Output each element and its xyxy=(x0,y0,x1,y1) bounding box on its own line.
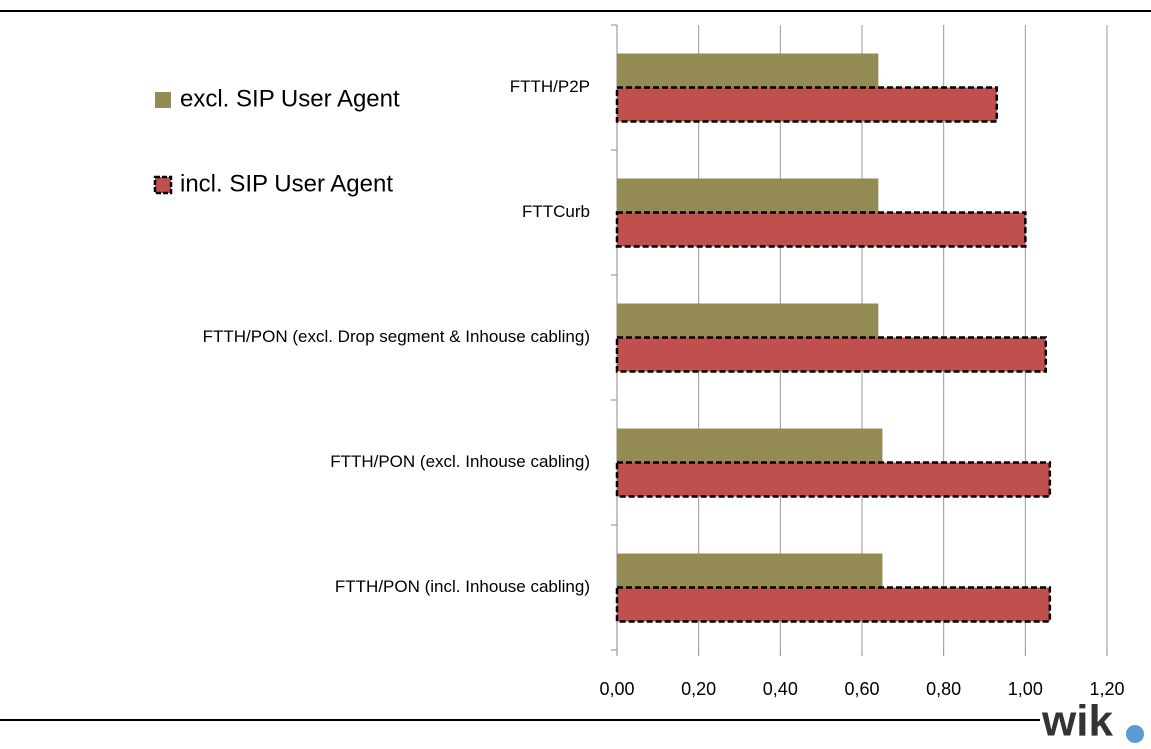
legend-swatch xyxy=(155,92,171,108)
legend-swatch xyxy=(153,175,173,195)
bar xyxy=(615,86,998,123)
category-label: FTTH/P2P xyxy=(510,77,590,96)
bar xyxy=(615,336,1047,373)
legend-label: incl. SIP User Agent xyxy=(180,170,393,197)
x-tick-label: 1,20 xyxy=(1089,679,1124,699)
x-tick-label: 0,60 xyxy=(844,679,879,699)
bar xyxy=(615,586,1052,623)
bar xyxy=(617,303,879,338)
bar xyxy=(617,53,879,88)
bar xyxy=(617,428,883,463)
category-label: FTTH/PON (excl. Drop segment & Inhouse c… xyxy=(203,327,590,346)
x-tick-label: 0,40 xyxy=(763,679,798,699)
category-label: FTTH/PON (incl. Inhouse cabling) xyxy=(335,577,590,596)
x-tick-label: 1,00 xyxy=(1008,679,1043,699)
x-tick-label: 0,20 xyxy=(681,679,716,699)
brand-logo: wik xyxy=(1041,697,1113,746)
category-label: FTTH/PON (excl. Inhouse cabling) xyxy=(330,452,590,471)
x-tick-label: 0,00 xyxy=(599,679,634,699)
bar xyxy=(617,178,879,213)
bar xyxy=(615,461,1052,498)
bar xyxy=(615,211,1027,248)
brand-icon xyxy=(1126,725,1144,743)
x-tick-label: 0,80 xyxy=(926,679,961,699)
category-label: FTTCurb xyxy=(522,202,590,221)
bar xyxy=(617,553,883,588)
legend-label: excl. SIP User Agent xyxy=(180,85,400,112)
